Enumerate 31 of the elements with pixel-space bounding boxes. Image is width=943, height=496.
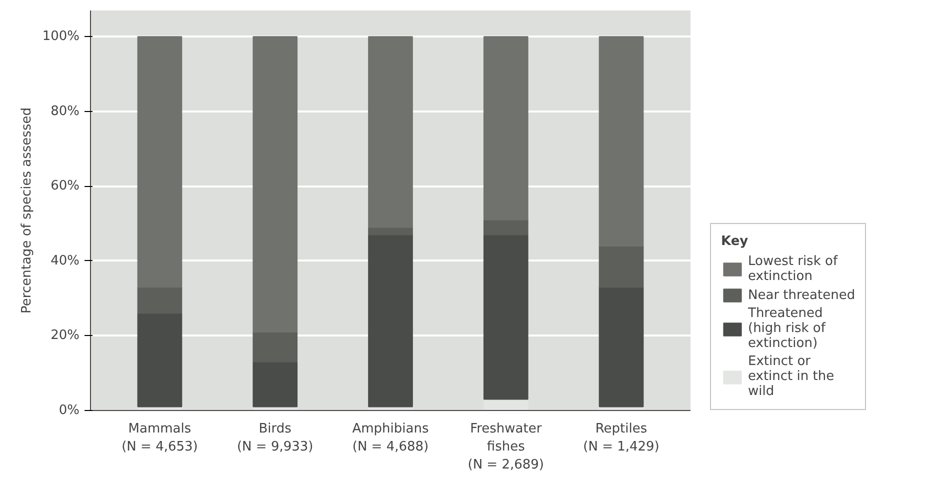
legend-title: Key (721, 234, 750, 249)
bar (137, 312, 182, 408)
y-tick-label: 100% (42, 29, 80, 44)
bar (368, 234, 413, 408)
x-tick-label: Mammals (N = 4,653) (122, 422, 198, 454)
bar (598, 246, 644, 288)
bar (252, 331, 298, 362)
x-tick-label: Birds (N = 9,933) (236, 422, 314, 454)
bar (137, 286, 182, 314)
legend-label: Extinct or extinct in the wild (748, 354, 834, 399)
bar (483, 234, 528, 400)
bar (137, 36, 182, 288)
x-tick-label: Freshwater fishes (N = 2,689) (468, 422, 544, 472)
bar (252, 361, 298, 408)
legend-label: Lowest risk of extinction (748, 254, 838, 284)
y-tick-label: 80% (50, 104, 80, 119)
bar (368, 36, 413, 228)
bar (252, 36, 298, 332)
bar (483, 219, 528, 236)
y-tick-label: 40% (50, 253, 80, 268)
y-axis-title: Percentage of species assessed (19, 108, 34, 314)
y-tick-label: 60% (50, 178, 80, 194)
x-tick-label: Amphibians (N = 4,688) (352, 422, 429, 454)
y-tick-label: 20% (50, 328, 80, 344)
y-tick-label: 0% (58, 403, 80, 418)
legend-label: Threatened (high risk of extinction) (748, 306, 826, 351)
bar (483, 36, 528, 220)
legend-label: Near threatened (748, 288, 856, 302)
x-tick-label: Reptiles (N = 1,429) (583, 422, 660, 454)
bar (598, 286, 644, 408)
bar (598, 36, 644, 247)
